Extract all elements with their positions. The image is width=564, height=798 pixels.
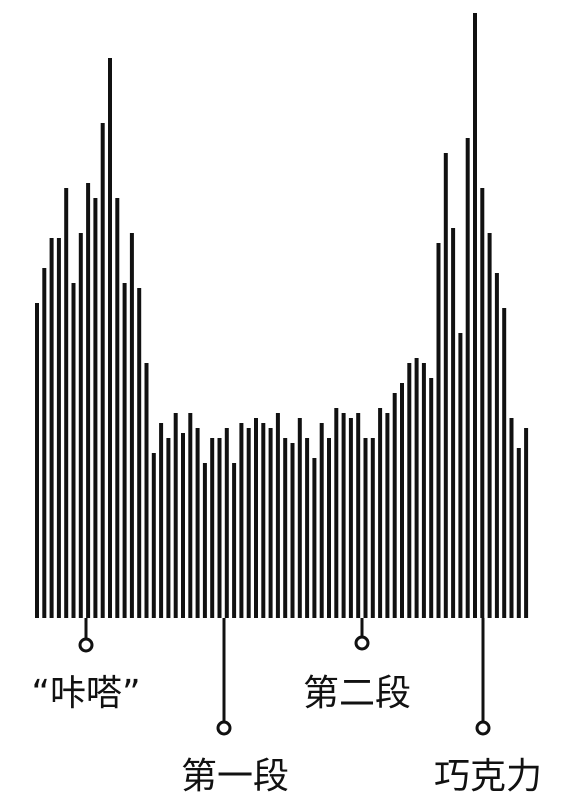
bar-20: [181, 433, 185, 618]
bar-31: [261, 423, 266, 618]
bar-59: [465, 138, 470, 618]
bar-34: [283, 438, 288, 618]
bar-61: [480, 188, 485, 618]
segment2-label: 第二段: [303, 673, 411, 714]
bars-group: [35, 13, 529, 618]
bar-35: [290, 443, 295, 618]
annotation-chocolate: 巧克力: [434, 618, 542, 797]
bar-32: [268, 428, 273, 618]
bar-42: [341, 413, 346, 618]
bar-25: [217, 438, 222, 618]
bar-46: [370, 438, 375, 618]
bar-23: [202, 463, 207, 618]
bar-55: [436, 243, 441, 618]
bar-44: [356, 413, 361, 618]
bar-0: [35, 303, 39, 618]
bar-45: [363, 438, 368, 618]
bar-36: [297, 418, 302, 618]
bar-60: [473, 13, 477, 618]
bar-6: [78, 233, 83, 618]
bar-49: [392, 393, 397, 618]
bar-40: [327, 438, 331, 618]
bar-58: [458, 333, 463, 618]
bar-47: [378, 408, 383, 618]
bar-67: [524, 428, 529, 618]
bar-39: [319, 423, 324, 618]
bar-11: [115, 198, 120, 618]
bar-4: [64, 188, 69, 618]
bar-7: [86, 183, 91, 618]
bar-51: [407, 363, 412, 618]
bar-62: [487, 233, 492, 618]
bar-52: [414, 358, 419, 618]
chocolate-label: 巧克力: [434, 756, 542, 797]
bar-65: [509, 418, 514, 618]
bar-66: [516, 448, 521, 618]
kata-marker: [78, 637, 94, 653]
bar-37: [305, 438, 310, 618]
bar-57: [451, 228, 456, 618]
bar-14: [137, 288, 142, 618]
bar-2: [49, 238, 54, 618]
chocolate-marker: [475, 720, 491, 736]
bar-50: [400, 383, 404, 618]
bar-5: [71, 283, 76, 618]
bar-41: [334, 408, 339, 618]
bar-64: [502, 308, 507, 618]
bar-21: [188, 413, 193, 618]
bar-22: [195, 428, 200, 618]
segment1-label: 第一段: [181, 756, 289, 797]
segment2-marker: [354, 635, 370, 651]
bar-53: [421, 363, 426, 618]
bar-30: [254, 418, 258, 618]
bar-29: [246, 428, 251, 618]
kata-label: “咔嗒”: [31, 673, 140, 714]
bar-1: [42, 268, 47, 618]
bar-24: [210, 438, 215, 618]
annotation-kata: “咔嗒”: [31, 618, 141, 714]
annotations-group: “咔嗒” 第一段 第二段 巧克力: [31, 618, 542, 797]
bar-13: [129, 233, 134, 618]
bar-19: [173, 413, 178, 618]
bar-54: [429, 378, 434, 618]
bar-48: [385, 413, 390, 618]
bar-33: [275, 413, 280, 618]
segment1-marker: [216, 720, 232, 736]
bar-17: [159, 423, 164, 618]
bar-16: [151, 453, 156, 618]
bar-10: [108, 58, 112, 618]
bar-15: [144, 363, 149, 618]
bar-27: [232, 463, 237, 618]
bar-56: [443, 153, 448, 618]
annotation-segment2: 第二段: [303, 618, 411, 714]
bar-18: [166, 438, 171, 618]
annotation-segment1: 第一段: [181, 618, 289, 797]
bar-28: [239, 423, 244, 618]
bar-43: [348, 418, 353, 618]
bar-3: [56, 238, 61, 618]
bar-26: [224, 428, 229, 618]
bar-63: [494, 273, 499, 618]
bar-38: [312, 458, 317, 618]
bar-9: [100, 123, 105, 618]
bar-12: [122, 283, 127, 618]
bar-8: [93, 198, 98, 618]
